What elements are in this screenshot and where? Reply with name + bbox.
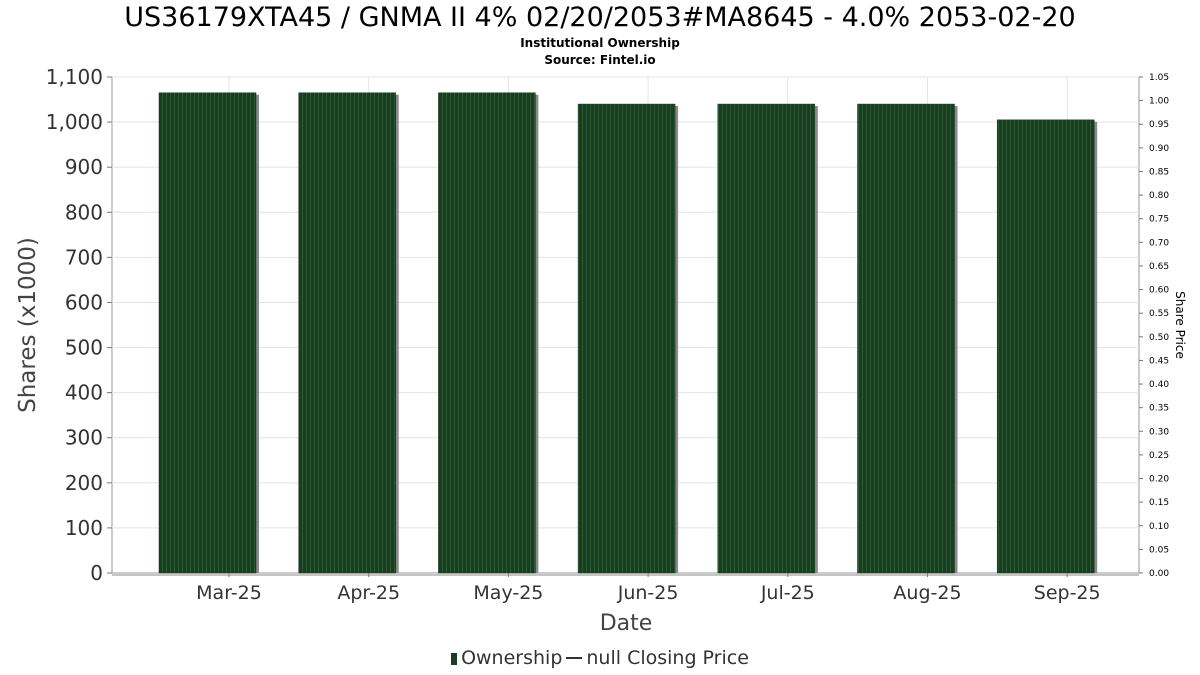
y2-axis-label: Share Price <box>1173 291 1187 359</box>
y-tick-label: 400 <box>65 381 103 405</box>
x-tick-label: Sep-25 <box>1034 582 1101 604</box>
bar-ownership <box>996 119 1095 574</box>
y2-tick-label: 0.95 <box>1149 120 1169 130</box>
chart-legend: Ownership null Closing Price <box>0 647 1200 669</box>
y2-tick-label: 0.85 <box>1149 167 1169 177</box>
y2-tick-label: 0.25 <box>1149 451 1169 461</box>
y2-tick-label: 0.35 <box>1149 404 1169 414</box>
y-tick-label: 500 <box>65 336 103 360</box>
y2-tick-label: 0.05 <box>1149 545 1169 555</box>
y-tick-label: 900 <box>65 155 103 179</box>
bar-ownership <box>298 92 396 574</box>
y2-tick-label: 1.05 <box>1149 73 1169 83</box>
legend-item-closing-price: null Closing Price <box>586 647 749 669</box>
closing-price-legend-line <box>566 657 583 659</box>
x-tick-label: Mar-25 <box>196 582 262 604</box>
x-tick-label: Aug-25 <box>893 582 961 604</box>
y-tick-label: 700 <box>65 245 103 269</box>
y2-tick-label: 0.80 <box>1149 191 1169 201</box>
chart-subtitle: Institutional Ownership <box>520 36 680 50</box>
bar-ownership <box>158 92 257 574</box>
chart-title: US36179XTA45 / GNMA II 4% 02/20/2053#MA8… <box>124 2 1076 33</box>
legend-item-ownership: Ownership <box>461 647 563 669</box>
bar-ownership <box>857 103 955 574</box>
y-tick-label: 0 <box>90 561 103 585</box>
y-tick-label: 200 <box>65 471 103 495</box>
x-tick-label: Apr-25 <box>337 582 400 604</box>
y-tick-label: 1,100 <box>46 65 103 89</box>
x-tick-label: Jul-25 <box>760 582 815 604</box>
ownership-legend-swatch <box>451 653 458 665</box>
x-axis-label: Date <box>600 611 653 636</box>
y2-tick-label: 0.40 <box>1149 380 1169 390</box>
y2-tick-label: 0.50 <box>1149 333 1169 343</box>
y2-tick-label: 0.70 <box>1149 238 1169 248</box>
y2-tick-label: 1.00 <box>1149 97 1169 107</box>
bar-ownership <box>717 103 816 574</box>
y-tick-label: 300 <box>65 426 103 450</box>
y2-tick-label: 0.20 <box>1149 475 1169 485</box>
y2-tick-label: 0.45 <box>1149 356 1169 366</box>
y-tick-label: 800 <box>65 200 103 224</box>
bar-ownership <box>438 92 536 574</box>
chart-source: Source: Fintel.io <box>544 53 656 67</box>
y2-tick-label: 0.90 <box>1149 144 1169 154</box>
y2-tick-label: 0.30 <box>1149 427 1169 437</box>
y2-tick-label: 0.00 <box>1149 569 1169 579</box>
y2-tick-label: 0.55 <box>1149 309 1169 319</box>
x-tick-label: Jun-25 <box>617 582 679 604</box>
x-tick-label: May-25 <box>473 582 543 604</box>
y-axis-label: Shares (x1000) <box>15 237 41 413</box>
y-tick-label: 600 <box>65 290 103 314</box>
bar-ownership <box>577 103 676 574</box>
y2-tick-label: 0.65 <box>1149 262 1169 272</box>
y-tick-label: 100 <box>65 516 103 540</box>
y2-tick-label: 0.75 <box>1149 215 1169 225</box>
y2-tick-label: 0.60 <box>1149 286 1169 296</box>
y-tick-label: 1,000 <box>46 110 103 134</box>
y2-tick-label: 0.15 <box>1149 498 1169 508</box>
y2-tick-label: 0.10 <box>1149 522 1169 532</box>
